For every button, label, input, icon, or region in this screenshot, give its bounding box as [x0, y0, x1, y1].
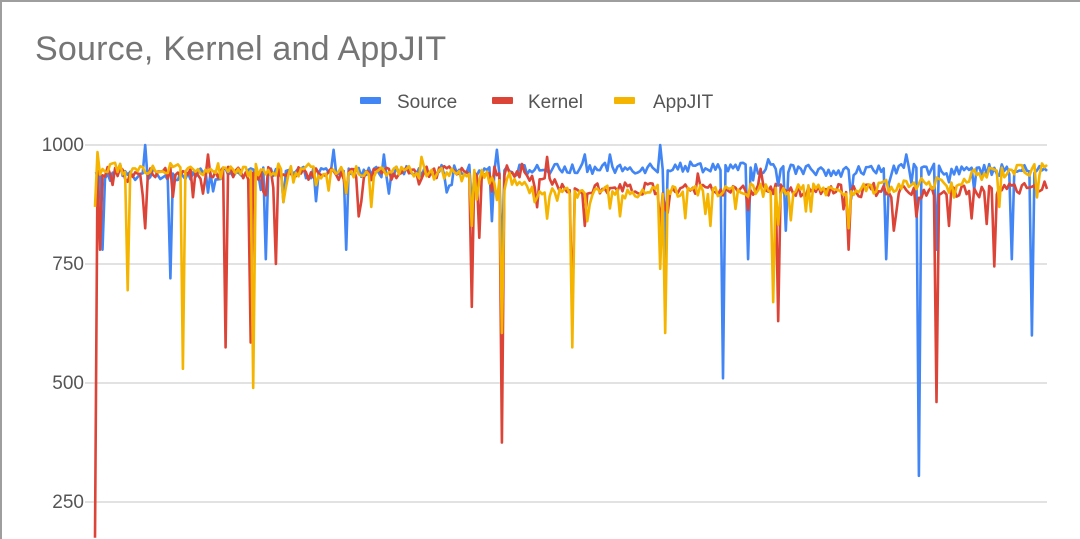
series-line-source [94, 143, 1048, 478]
y-tick-label: 1000 [42, 135, 84, 156]
y-tick-label: 250 [52, 492, 84, 513]
y-tick-label: 500 [52, 373, 84, 394]
chart-title: Source, Kernel and AppJIT [35, 30, 447, 68]
legend-label-kernel: Kernel [528, 92, 583, 113]
y-tick-label: 750 [52, 254, 84, 275]
series-line-appjit [93, 150, 1048, 390]
y-axis-ticks: 1000 750 500 250 [42, 135, 84, 513]
legend: Source Kernel AppJIT [360, 92, 714, 113]
legend-swatch-appjit [614, 97, 635, 104]
gridlines [85, 144, 1047, 503]
legend-label-source: Source [397, 92, 457, 113]
legend-swatch-source [360, 97, 381, 104]
series-lines [93, 143, 1049, 538]
legend-label-appjit: AppJIT [653, 92, 714, 113]
legend-swatch-kernel [492, 97, 513, 104]
